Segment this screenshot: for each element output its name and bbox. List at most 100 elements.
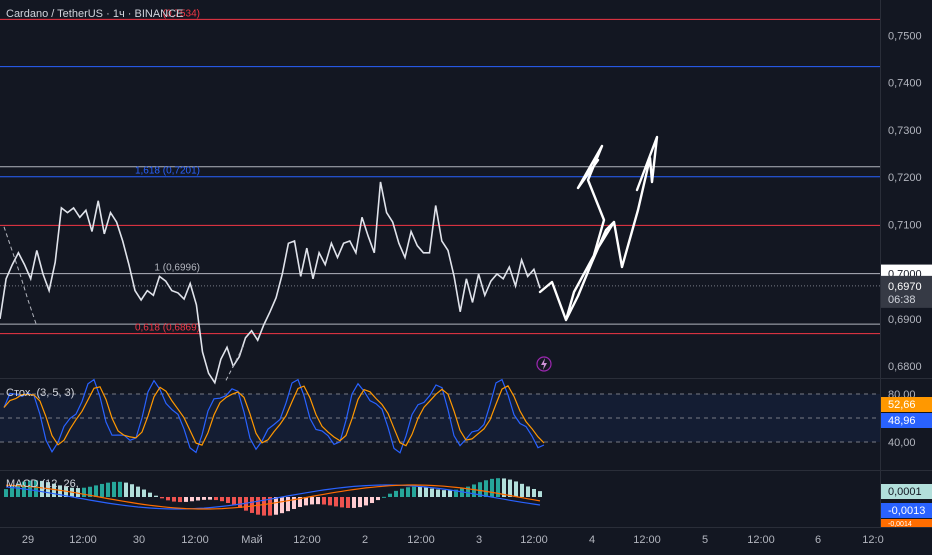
time-tick-label: 12:00	[747, 534, 775, 546]
stochastic-d-value: 48,96	[888, 415, 916, 427]
pane-divider	[0, 470, 932, 471]
macd-histogram-bar	[34, 480, 38, 497]
time-tick-label: Май	[241, 534, 263, 546]
stochastic-pane	[0, 378, 880, 454]
macd-histogram-bar	[136, 486, 140, 497]
macd-line	[5, 484, 541, 510]
price-tick-label: 0,7100	[888, 219, 922, 231]
macd-histogram-bar	[82, 487, 86, 497]
pane-divider	[0, 378, 932, 379]
macd-label[interactable]: MACD (12, 26,	[6, 478, 79, 490]
time-tick-label: 12:00	[633, 534, 661, 546]
macd-signal-line	[5, 484, 541, 510]
time-tick-label: 29	[22, 534, 34, 546]
macd-histogram-bar	[112, 481, 116, 497]
macd-histogram-bar	[496, 478, 500, 497]
macd-histogram-bar	[274, 497, 278, 515]
macd-histogram-bar	[454, 489, 458, 497]
time-tick-label: 6	[815, 534, 821, 546]
stochastic-d-line	[3, 384, 545, 447]
macd-histogram-bar	[220, 497, 224, 502]
macd-histogram-bar	[280, 497, 284, 514]
macd-histogram-bar	[226, 497, 230, 503]
stochastic-lower-label: 40,00	[888, 437, 916, 449]
macd-histogram-bar	[310, 497, 314, 505]
macd-histogram-bar	[154, 495, 158, 497]
macd-pane	[4, 478, 542, 516]
time-tick-label: 3	[476, 534, 482, 546]
macd-histogram-bar	[358, 497, 362, 508]
price-series-line	[0, 181, 541, 385]
stochastic-k-line	[3, 378, 545, 454]
macd-histogram-bar	[166, 497, 170, 501]
fib-level-label: 1 (0,6996)	[154, 263, 200, 274]
time-tick-label: 12:00	[407, 534, 435, 546]
time-tick-label: 12:00	[293, 534, 321, 546]
symbol-name: Cardano / TetherUS	[6, 8, 104, 20]
time-tick-label: 12:00	[520, 534, 548, 546]
macd-histogram-bar	[148, 492, 152, 497]
macd-histogram-bar	[100, 483, 104, 497]
macd-histogram-bar	[208, 497, 212, 500]
macd-histogram-bar	[364, 497, 368, 506]
macd-histogram-bar	[292, 497, 296, 509]
macd-histogram-bar	[340, 497, 344, 508]
stochastic-label[interactable]: Стох. (3, 5, 3)	[6, 387, 75, 399]
macd-histogram-bar	[106, 482, 110, 497]
price-tick-label: 0,6900	[888, 314, 922, 326]
macd-histogram-bar	[130, 484, 134, 497]
macd-value: -0,0013	[888, 505, 925, 517]
macd-histogram-bar	[58, 485, 62, 497]
macd-histogram-bar	[376, 497, 380, 501]
time-tick-label: 4	[589, 534, 595, 546]
macd-histogram-bar	[490, 478, 494, 497]
macd-histogram-bar	[484, 480, 488, 497]
macd-histogram-bar	[448, 490, 452, 497]
macd-histogram-bar	[40, 480, 44, 497]
macd-histogram-bar	[16, 483, 20, 497]
pane-divider	[0, 527, 932, 528]
macd-histogram-bar	[352, 497, 356, 508]
time-axis: 29 12:00 30 12:00 Май 12:00 2 12:00 3 12:00 4 12:00…	[22, 534, 884, 546]
macd-histogram-bar	[424, 487, 428, 497]
macd-histogram-bar	[502, 478, 506, 497]
stochastic-k-tag	[881, 397, 932, 412]
fib-level-label: 1,618 (0,7201)	[135, 166, 200, 177]
macd-histogram-bar	[250, 497, 254, 513]
macd-histogram-bar	[88, 486, 92, 497]
macd-histogram-bar	[328, 497, 332, 506]
macd-histogram-bar	[526, 486, 530, 497]
macd-value-tag	[881, 503, 932, 518]
macd-histogram-bar	[196, 497, 200, 501]
stochastic-k-value: 52,66	[888, 399, 916, 411]
macd-histogram-bar	[394, 490, 398, 497]
macd-histogram-bar	[382, 496, 386, 498]
time-tick-label: 30	[133, 534, 145, 546]
title-separator: ·	[106, 8, 113, 20]
time-tick-label: 2	[362, 534, 368, 546]
last-price-tag	[881, 275, 932, 308]
macd-histogram-bar	[124, 482, 128, 497]
price-tick-label: 0,7400	[888, 78, 922, 90]
macd-histogram-bar	[508, 479, 512, 497]
time-tick-label: 5	[702, 534, 708, 546]
hand-drawn-arrow	[538, 135, 659, 322]
macd-histogram-bar	[178, 497, 182, 503]
macd-histogram-bar	[232, 497, 236, 506]
macd-histogram-bar	[184, 497, 188, 502]
macd-histogram-bar	[538, 491, 542, 497]
macd-histogram-bar	[412, 486, 416, 497]
macd-histogram-bar	[52, 483, 56, 497]
symbol-title[interactable]: Cardano / TetherUS · 1ч · BINANCE	[6, 8, 183, 20]
time-tick-label: 12:00	[181, 534, 209, 546]
macd-histogram-bar	[442, 490, 446, 497]
macd-histogram-bar	[214, 497, 218, 501]
macd-histogram-bar	[430, 488, 434, 497]
macd-histogram-bar	[76, 488, 80, 497]
macd-histogram-bar	[520, 483, 524, 497]
time-tick-label: 12:0	[862, 534, 883, 546]
macd-histogram-bar	[64, 486, 68, 497]
